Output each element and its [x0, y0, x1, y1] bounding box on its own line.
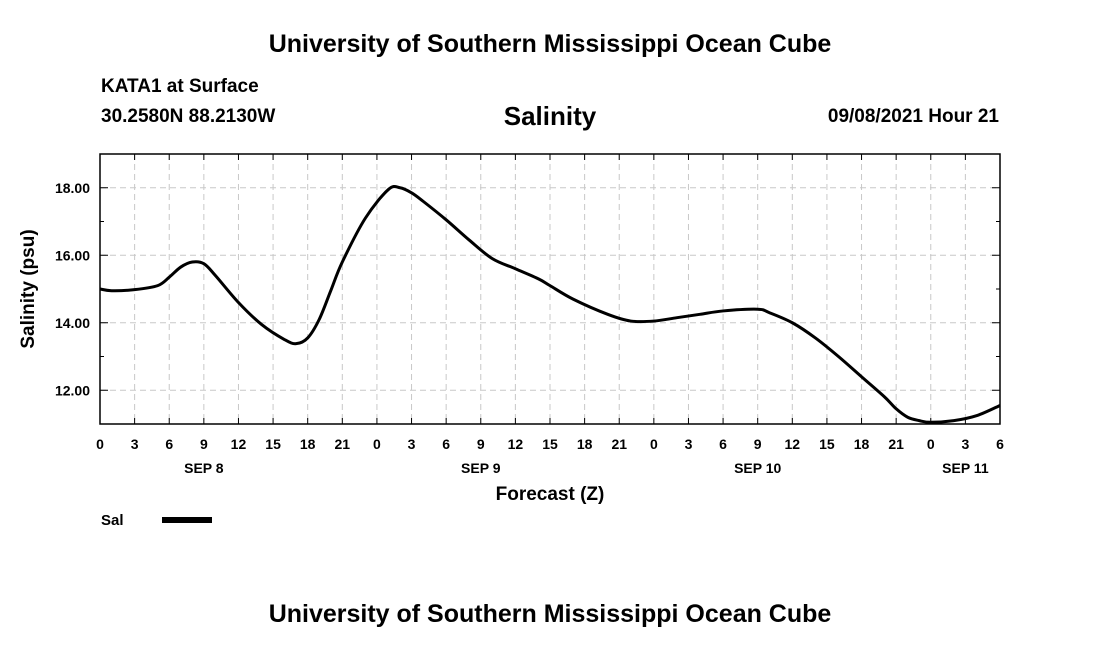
x-tick-label: 3: [961, 436, 969, 452]
x-tick-label: 9: [200, 436, 208, 452]
y-axis: 12.00 14.00 16.00 18.00: [55, 180, 1000, 398]
series-line-sal: [99, 184, 1001, 424]
x-tick-label: 6: [719, 436, 727, 452]
x-tick-label: 6: [165, 436, 173, 452]
day-label: SEP 8: [184, 460, 224, 476]
x-tick-label: 21: [611, 436, 627, 452]
y-tick-label: 14.00: [55, 315, 90, 331]
x-tick-label: 3: [131, 436, 139, 452]
x-tick-label: 9: [754, 436, 762, 452]
day-label: SEP 11: [942, 460, 989, 476]
x-tick-label: 15: [265, 436, 281, 452]
station-label: KATA1 at Surface: [101, 76, 259, 97]
x-tick-label: 0: [650, 436, 658, 452]
x-tick-label: 9: [477, 436, 485, 452]
x-tick-label: 15: [819, 436, 835, 452]
grid-layer: [100, 154, 1000, 424]
timestamp-label: 09/08/2021 Hour 21: [827, 106, 999, 127]
day-label: SEP 9: [461, 460, 501, 476]
y-axis-title: Salinity (psu): [18, 229, 39, 348]
x-tick-label: 6: [442, 436, 450, 452]
day-label: SEP 10: [734, 460, 781, 476]
x-tick-label: 12: [785, 436, 801, 452]
y-tick-label: 16.00: [55, 247, 90, 263]
x-tick-label: 3: [685, 436, 693, 452]
x-tick-label: 12: [508, 436, 524, 452]
legend-label-sal: Sal: [101, 512, 124, 529]
chart-header-title: University of Southern Mississippi Ocean…: [268, 30, 832, 58]
y-tick-label: 12.00: [55, 382, 90, 398]
x-tick-label: 18: [300, 436, 316, 452]
chart-footer-title: University of Southern Mississippi Ocean…: [268, 600, 832, 628]
x-tick-label: 3: [408, 436, 416, 452]
x-axis-title: Forecast (Z): [496, 484, 605, 505]
x-tick-label: 12: [231, 436, 247, 452]
x-tick-label: 15: [542, 436, 558, 452]
coordinates-label: 30.2580N 88.2130W: [101, 106, 276, 127]
series-layer: [99, 184, 1001, 424]
x-tick-label: 0: [927, 436, 935, 452]
x-tick-label: 21: [888, 436, 904, 452]
x-tick-label: 21: [335, 436, 351, 452]
x-tick-label: 18: [854, 436, 870, 452]
x-tick-label: 18: [577, 436, 593, 452]
y-tick-label: 18.00: [55, 180, 90, 196]
parameter-title: Salinity: [503, 101, 597, 131]
legend: Sal: [101, 512, 212, 529]
x-tick-label: 0: [96, 436, 104, 452]
x-tick-label: 6: [996, 436, 1004, 452]
x-axis: 0 3 6 9 12 15 18 21 0 3 6 9 12 15 18 21 0 3 6 9 12 15 18 21 0 3 6S…: [96, 154, 1004, 476]
x-tick-label: 0: [373, 436, 381, 452]
